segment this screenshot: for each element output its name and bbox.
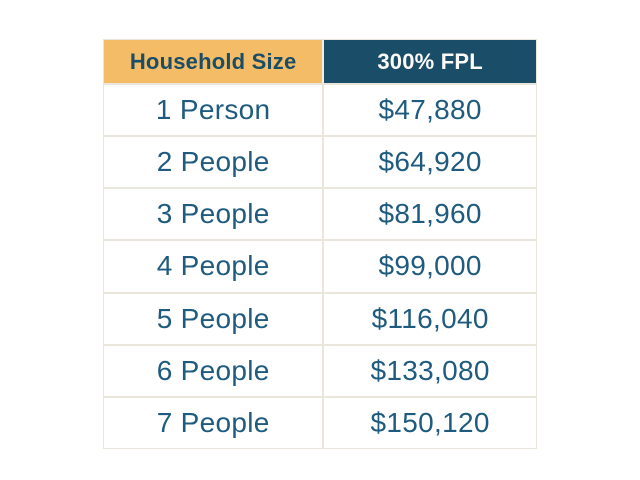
fpl-amount-cell: $47,880 <box>378 94 482 126</box>
household-size-cell: 3 People <box>104 189 325 240</box>
table-row: 7 People $150,120 <box>104 395 536 448</box>
table-row: 3 People $81,960 <box>104 187 536 240</box>
fpl-amount-cell: $116,040 <box>371 302 489 334</box>
household-size-cell: 7 People <box>104 397 325 448</box>
table-row: 1 Person $47,880 <box>104 83 536 136</box>
fpl-amount-cell: $64,920 <box>378 146 482 178</box>
table-row: 6 People $133,080 <box>104 343 536 396</box>
fpl-amount-cell: $150,120 <box>370 406 490 438</box>
fpl-amount-cell: $133,080 <box>370 354 490 386</box>
household-size-cell: 4 People <box>104 241 325 292</box>
fpl-amount-cell: $99,000 <box>378 250 482 282</box>
table-header-row: Household Size 300% FPL <box>104 40 536 83</box>
table-row: 5 People $116,040 <box>104 291 536 344</box>
household-size-cell: 5 People <box>104 293 325 344</box>
header-cell-household-size: Household Size <box>104 40 325 83</box>
fpl-income-table: Household Size 300% FPL 1 Person $47,880… <box>103 39 537 449</box>
table-row: 4 People $99,000 <box>104 239 536 292</box>
table-row: 2 People $64,920 <box>104 135 536 188</box>
household-size-cell: 2 People <box>104 137 325 188</box>
household-size-cell: 1 Person <box>104 85 325 136</box>
header-cell-300-fpl: 300% FPL <box>324 40 536 83</box>
household-size-cell: 6 People <box>104 345 325 396</box>
fpl-amount-cell: $81,960 <box>378 198 482 230</box>
